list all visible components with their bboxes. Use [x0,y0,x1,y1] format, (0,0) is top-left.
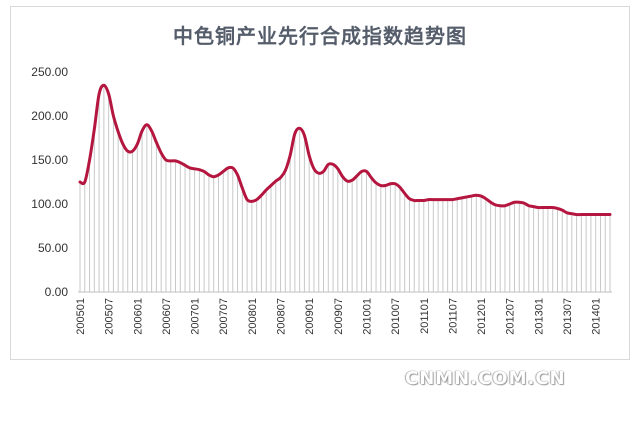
y-tick-label: 250.00 [31,65,68,79]
x-tick-label: 200801 [247,298,259,335]
y-tick-label: 150.00 [31,153,68,167]
x-tick-label: 200807 [276,298,288,335]
watermark-text: CNMN.COM.CN [405,368,566,389]
x-tick-label: 200907 [333,298,345,335]
series-line [78,83,612,217]
x-tick-label: 201007 [390,298,402,335]
x-tick-label: 200501 [75,298,87,335]
x-tick-label: 201107 [447,298,459,334]
x-tick-label: 201207 [505,298,517,335]
x-tick-label: 201307 [562,298,574,335]
y-tick-label: 0.00 [45,285,69,299]
x-tick-label: 201101 [419,298,431,334]
y-tick-label: 200.00 [31,109,68,123]
x-tick-label: 201001 [361,298,373,335]
y-tick-label: 50.00 [38,241,68,255]
chart-title: 中色铜产业先行合成指数趋势图 [173,24,467,48]
x-tick-label: 200701 [190,298,202,335]
x-tick-label: 200901 [304,298,316,335]
bar-series [79,85,611,292]
x-tick-label: 200607 [161,298,173,335]
x-tick-label: 201301 [533,298,545,335]
x-tick-label: 200507 [104,298,116,335]
x-tick-label: 201401 [591,298,603,335]
x-tick-label: 200601 [132,298,144,335]
x-axis-ticks: 200501 200507 200601 200607 200701 200707 2008… [75,298,603,335]
y-axis-ticks: 0.00 50.00 100.00 150.00 200.00 250.00 [31,65,68,299]
y-tick-label: 100.00 [31,197,68,211]
x-tick-label: 200707 [218,298,230,335]
x-tick-label: 201201 [476,298,488,335]
